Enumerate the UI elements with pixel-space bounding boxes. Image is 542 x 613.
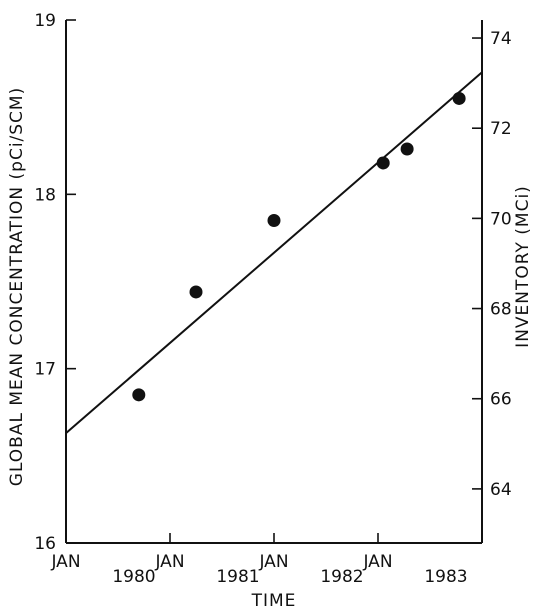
right-y-axis-title: INVENTORY (MCi) [513, 185, 533, 348]
x-tick-label-year: 1980 [112, 567, 155, 587]
trend-line [65, 71, 483, 434]
right-y-tick-label: 68 [490, 300, 512, 320]
left-y-tick-label: 16 [34, 534, 56, 554]
left-y-axis-title: GLOBAL MEAN CONCENTRATION (pCi/SCM) [7, 87, 27, 486]
left-y-tick-label: 17 [34, 360, 56, 380]
axis-labels: TIME GLOBAL MEAN CONCENTRATION (pCi/SCM)… [7, 87, 533, 611]
right-y-tick-label: 64 [490, 480, 512, 500]
x-tick-label-month: JAN [50, 552, 80, 572]
data-point [452, 91, 466, 105]
data-point [400, 142, 414, 156]
left-y-tick-label: 18 [34, 185, 56, 205]
x-tick-label-month: JAN [258, 552, 288, 572]
x-tick-label-month: JAN [154, 552, 184, 572]
axes [65, 20, 483, 544]
x-tick-label-month: JAN [362, 552, 392, 572]
left-y-tick-label: 19 [34, 11, 56, 31]
right-y-tick-label: 70 [490, 209, 512, 229]
right-y-tick-label: 72 [490, 119, 512, 139]
x-tick-label-year: 1982 [320, 567, 363, 587]
data-point [189, 285, 203, 299]
x-tick-label-year: 1983 [424, 567, 467, 587]
trend-line-group [65, 71, 483, 434]
data-points [132, 91, 466, 402]
x-axis-title: TIME [251, 591, 297, 611]
right-y-tick-label: 74 [490, 29, 512, 49]
x-tick-label-year: 1981 [216, 567, 259, 587]
right-y-tick-label: 66 [490, 390, 512, 410]
data-point [267, 213, 281, 227]
data-point [132, 388, 146, 402]
data-point [376, 156, 390, 170]
